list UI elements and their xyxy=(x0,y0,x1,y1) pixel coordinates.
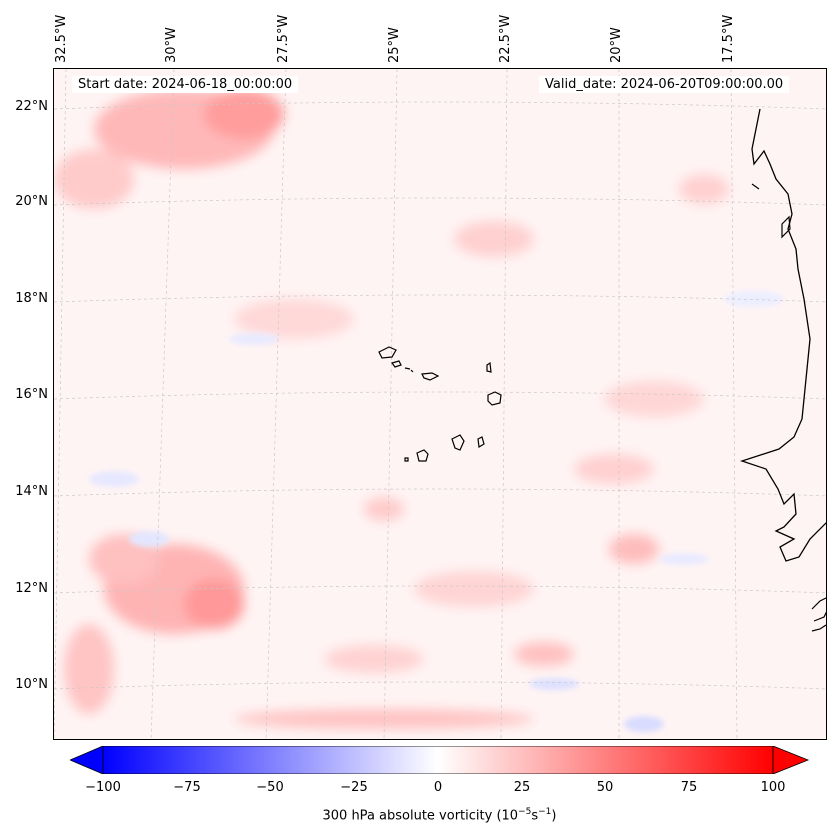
lon-label-32-5w: 32.5°W xyxy=(54,14,69,63)
lat-label-14n: 14°N xyxy=(15,484,48,499)
map-plot-area xyxy=(53,68,827,740)
start-date-label: Start date: 2024-06-18_00:00:00 xyxy=(72,76,299,93)
colorbar-tick-minus-100: −100 xyxy=(85,780,121,795)
colorbar xyxy=(70,746,810,774)
colorbar-tick-75: 75 xyxy=(680,780,698,795)
colorbar-tick-25: 25 xyxy=(513,780,531,795)
lon-label-17-5w: 17.5°W xyxy=(721,14,736,63)
lat-label-10n: 10°N xyxy=(15,677,48,692)
colorbar-tick-50: 50 xyxy=(596,780,614,795)
colorbar-tick-0: 0 xyxy=(433,780,443,795)
lat-label-18n: 18°N xyxy=(15,291,48,306)
vorticity-field xyxy=(54,69,826,739)
lon-label-20w: 20°W xyxy=(609,27,624,63)
lat-label-22n: 22°N xyxy=(15,99,48,114)
lat-label-16n: 16°N xyxy=(15,387,48,402)
colorbar-tick-minus-25: −25 xyxy=(340,780,368,795)
lat-label-20n: 20°N xyxy=(15,194,48,209)
valid-date-label: Valid_date: 2024-06-20T09:00:00.00 xyxy=(539,76,790,93)
lon-label-25w: 25°W xyxy=(387,27,402,63)
graticule xyxy=(54,69,826,739)
colorbar-min-arrow xyxy=(70,746,104,774)
negative-vorticity-areas xyxy=(89,291,784,732)
lat-label-12n: 12°N xyxy=(15,581,48,596)
colorbar-tick-100: 100 xyxy=(760,780,786,795)
colorbar-max-arrow xyxy=(772,746,810,774)
cape-verde-islands xyxy=(378,346,502,462)
lon-label-27-5w: 27.5°W xyxy=(276,14,291,63)
lon-label-22-5w: 22.5°W xyxy=(498,14,513,63)
colorbar-label: 300 hPa absolute vorticity (10−5s−1) xyxy=(322,807,557,824)
africa-coastline xyxy=(739,108,826,562)
lon-label-30w: 30°W xyxy=(164,27,179,63)
colorbar-tick-minus-75: −75 xyxy=(173,780,201,795)
colorbar-tick-minus-50: −50 xyxy=(256,780,284,795)
